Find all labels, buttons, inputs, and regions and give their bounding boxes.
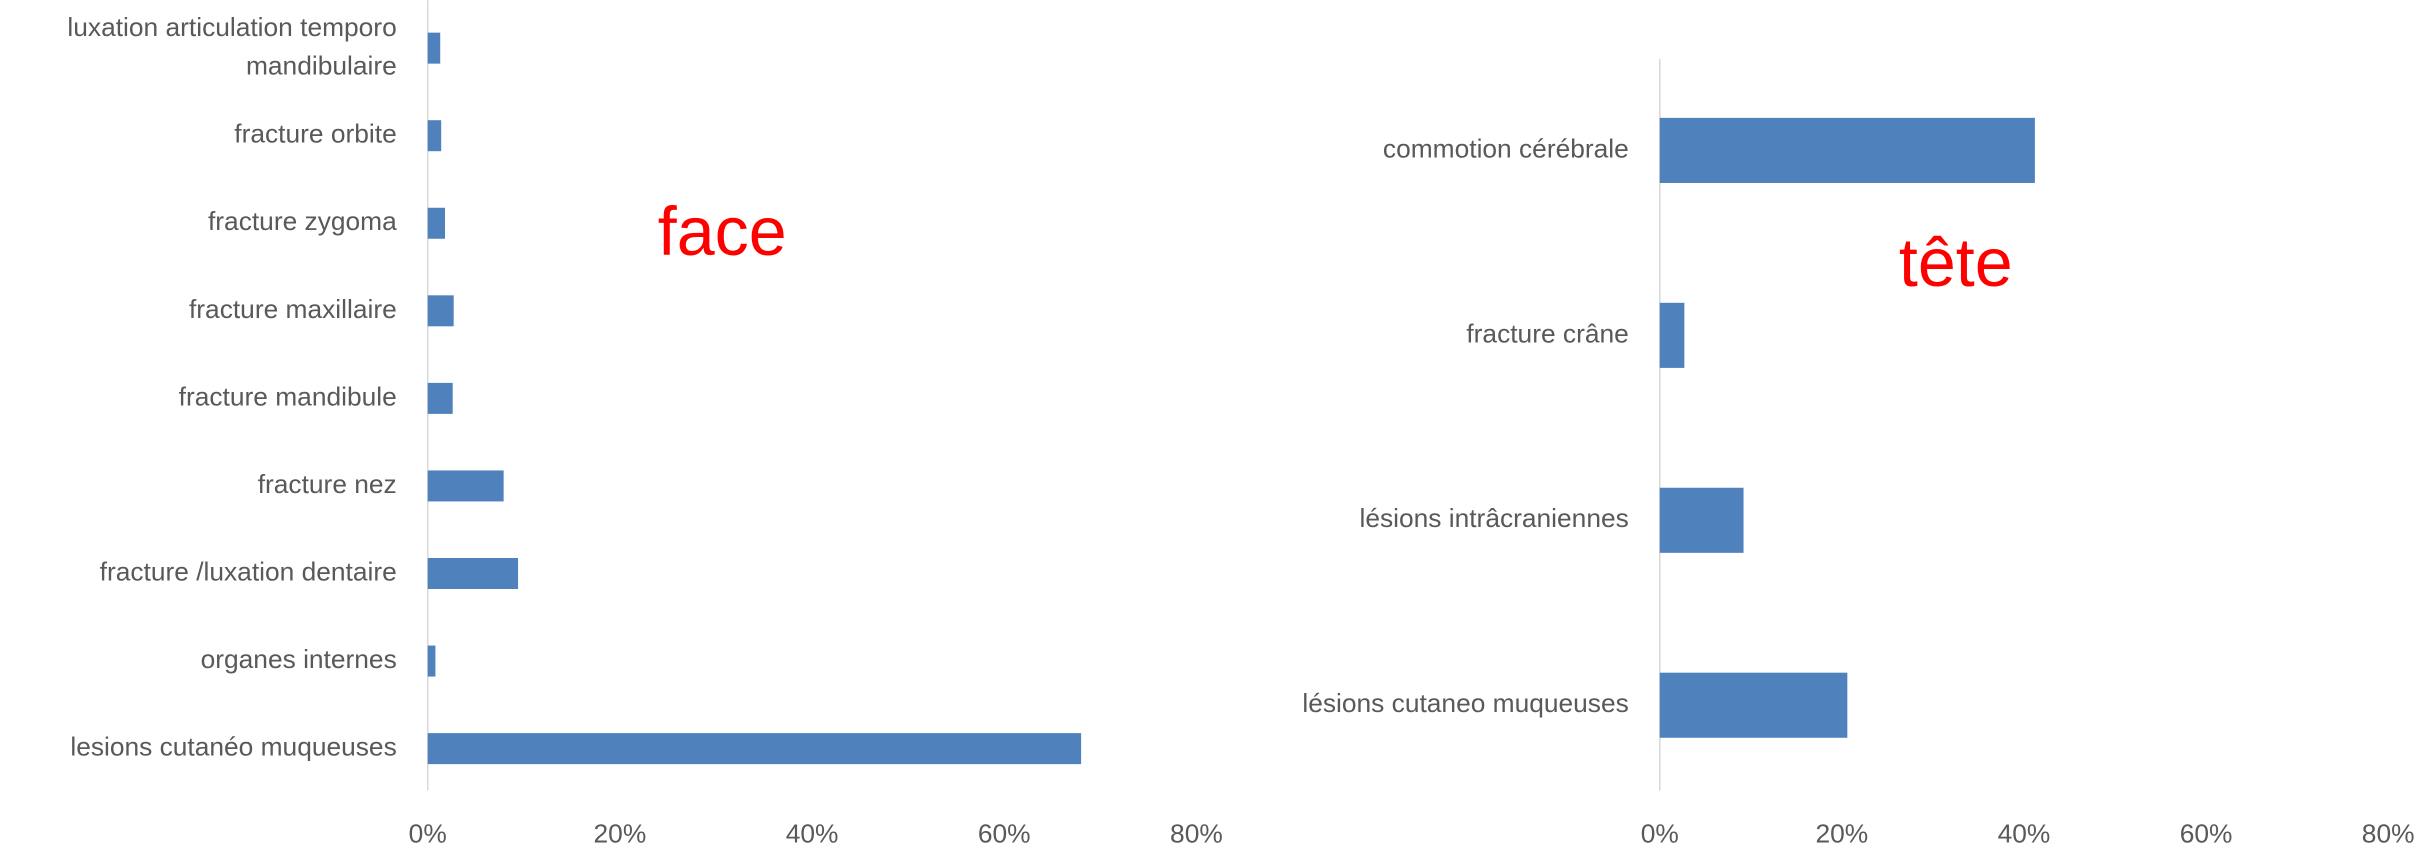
y-tick-label: fracture /luxation dentaire bbox=[100, 556, 397, 586]
bar bbox=[427, 32, 441, 64]
bar bbox=[1659, 487, 1744, 553]
x-tick-label: 80% bbox=[2362, 818, 2415, 848]
x-tick-label: 40% bbox=[1998, 818, 2051, 848]
y-tick-label: fracture nez bbox=[258, 469, 397, 499]
bar bbox=[427, 558, 519, 589]
y-tick-label: lésions cutaneo muqueuses bbox=[1302, 688, 1628, 718]
bar bbox=[427, 295, 454, 327]
y-tick-label: fracture mandibule bbox=[179, 381, 397, 411]
y-tick-label: luxation articulation temporo mandibulair… bbox=[67, 12, 396, 81]
annotation: face bbox=[658, 194, 787, 270]
y-tick-label: commotion cérébrale bbox=[1383, 133, 1629, 163]
y-tick-label: fracture crâne bbox=[1466, 318, 1628, 348]
y-tick-label: fracture maxillaire bbox=[189, 294, 397, 324]
bar bbox=[1659, 117, 2035, 183]
bar bbox=[427, 645, 436, 677]
y-tick-label: lesions cutanéo muqueuses bbox=[70, 732, 396, 762]
bar bbox=[1659, 302, 1685, 368]
x-tick-label: 60% bbox=[2180, 818, 2233, 848]
bar bbox=[1659, 672, 1848, 738]
bar bbox=[427, 733, 1082, 765]
y-tick-label: lésions intrâcraniennes bbox=[1359, 503, 1628, 533]
x-tick-label: 20% bbox=[1816, 818, 1869, 848]
annotation: tête bbox=[1899, 225, 2013, 301]
y-tick-label: fracture orbite bbox=[234, 119, 396, 149]
x-tick-label: 0% bbox=[1641, 818, 1679, 848]
bar bbox=[427, 120, 442, 152]
y-tick-label: fracture zygoma bbox=[208, 206, 397, 236]
x-tick-label: 60% bbox=[978, 818, 1031, 848]
x-tick-label: 40% bbox=[786, 818, 839, 848]
x-tick-label: 80% bbox=[1170, 818, 1223, 848]
bar bbox=[427, 382, 453, 414]
bar bbox=[427, 207, 446, 239]
x-tick-label: 20% bbox=[594, 818, 647, 848]
bar bbox=[427, 470, 504, 502]
x-tick-label: 0% bbox=[409, 818, 447, 848]
y-tick-label: organes internes bbox=[201, 644, 397, 674]
